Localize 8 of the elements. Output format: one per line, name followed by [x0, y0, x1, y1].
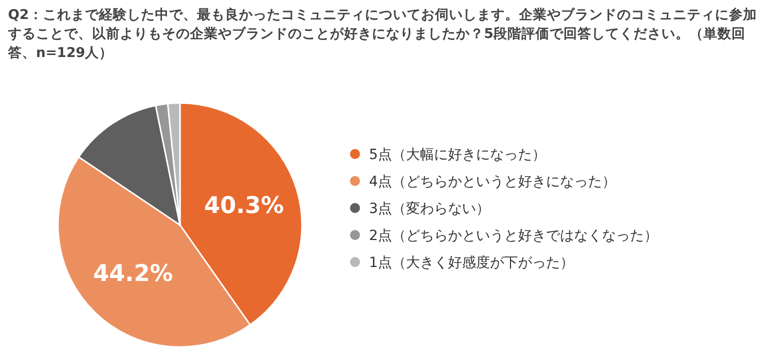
data-label: 40.3% [204, 192, 284, 219]
legend-label: 1点（大きく好感度が下がった） [369, 255, 574, 271]
chart-title: Q2：これまで経験した中で、最も良かったコミュニティについてお伺いします。企業やブランドのコミュニティに参加することで、以前よりもその企業やブランドのことが好きになりましたか？5段階評価で回答してください。（単数回答、n=129人） [8, 6, 758, 63]
legend-label: 5点（大幅に好きになった） [369, 147, 546, 163]
data-label: 44.2% [93, 260, 173, 287]
legend-label: 2点（どちらかというと好きではなくなった） [369, 228, 658, 244]
legend-label: 3点（変わらない） [369, 201, 490, 217]
legend-label: 4点（どちらかというと好きになった） [369, 174, 616, 190]
